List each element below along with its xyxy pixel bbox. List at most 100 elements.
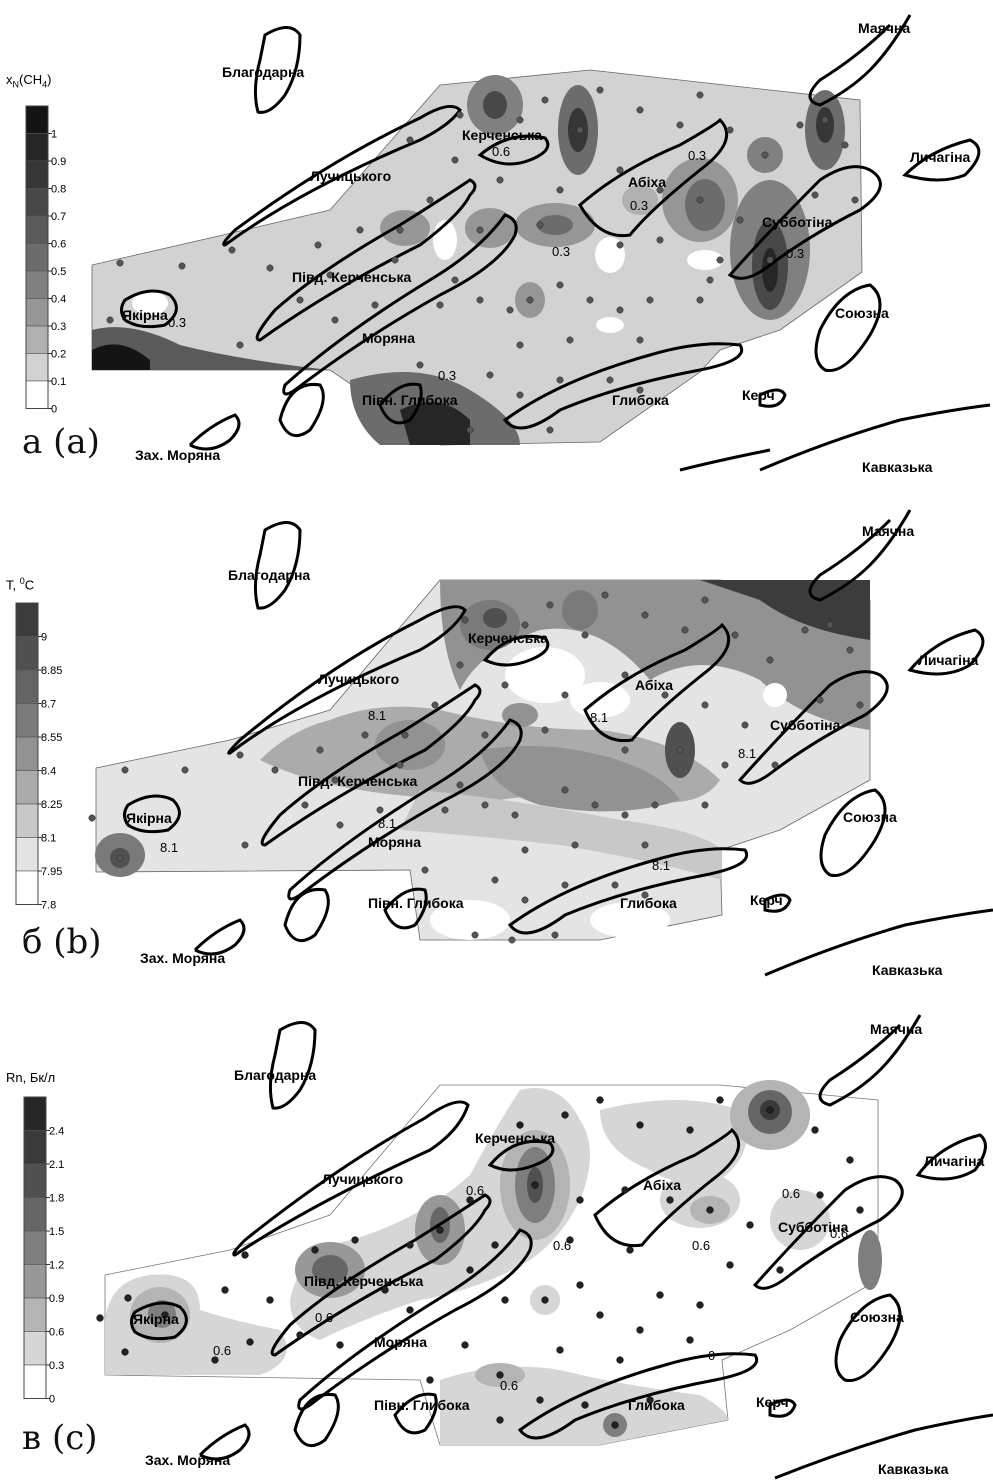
field-label-abikha: Абіха xyxy=(643,1177,681,1193)
field-label-mayachna: Маячна xyxy=(870,1021,922,1037)
field-label-mayachna: Маячна xyxy=(858,20,910,36)
field-label-kerch: Керч xyxy=(756,1394,789,1410)
legend-swatch xyxy=(24,1131,46,1165)
field-label-blagodarna: Благодарна xyxy=(222,64,304,80)
legend-tick-label: 0.3 xyxy=(51,321,66,333)
field-label-moryana: Моряна xyxy=(374,1334,427,1350)
legend-swatch xyxy=(24,1097,46,1131)
field-label-soyuzna: Союзна xyxy=(835,305,889,321)
map-b-svg: 9 8.85 8.7 8.55 8.4 8.25 8.1 7.95 7.8 xyxy=(0,500,993,985)
field-label-blagodarna: Благодарна xyxy=(234,1067,316,1083)
contour-label: 0.3 xyxy=(630,198,648,213)
field-label-soyuzna: Союзна xyxy=(850,1309,904,1325)
contour-label: 0.6 xyxy=(213,1343,231,1358)
panel-label-b: б (b) xyxy=(22,922,102,962)
field-label-kerch: Керч xyxy=(750,892,783,908)
field-label-lychagina: Личагіна xyxy=(910,149,971,165)
field-label-subbotina: Субботіна xyxy=(770,717,841,733)
field-label-abikha: Абіха xyxy=(635,677,673,693)
field-label-pivd-kerchenska: Півд. Керченська xyxy=(298,773,418,789)
field-label-pivn-hlyboka: Півн. Глибока xyxy=(368,895,464,911)
legend-tick-label: 0.1 xyxy=(51,376,66,388)
legend-swatch xyxy=(16,838,38,872)
legend-tick-label: 8.55 xyxy=(41,732,62,744)
field-label-zakh-moryana: Зах. Моряна xyxy=(140,950,225,966)
field-label-mayachna: Маячна xyxy=(862,523,914,539)
legend-tick-label: 7.8 xyxy=(41,900,56,912)
panel-label-c: в (c) xyxy=(22,1418,98,1458)
legend-tick-label: 0.9 xyxy=(49,1293,64,1305)
legend-swatch xyxy=(26,216,48,244)
legend-swatch xyxy=(26,189,48,217)
map-c-svg: 2.4 2.1 1.8 1.5 1.2 0.9 0.6 0.3 0 xyxy=(0,1000,993,1481)
legend-swatch xyxy=(16,670,38,704)
field-label-kerchenska: Керченська xyxy=(462,127,542,143)
legend-swatch xyxy=(26,271,48,299)
field-label-moryana: Моряна xyxy=(362,330,415,346)
legend-swatch xyxy=(24,1231,46,1265)
legend-tick-label: 8.7 xyxy=(41,699,56,711)
legend-tick-label: 1.8 xyxy=(49,1193,64,1205)
field-label-zakh-moryana: Зах. Моряна xyxy=(135,447,220,463)
contour-label: 8.1 xyxy=(368,708,386,723)
legend-tick-label: 2.1 xyxy=(49,1159,64,1171)
field-label-hlyboka: Глибока xyxy=(612,392,669,408)
legend-tick-label: 0.2 xyxy=(51,349,66,361)
legend-swatch xyxy=(24,1198,46,1232)
legend-tick-label: 0.6 xyxy=(51,239,66,251)
field-label-subbotina: Субботіна xyxy=(778,1219,849,1235)
contour-label: 8.1 xyxy=(652,858,670,873)
legend-tick-label: 0.3 xyxy=(49,1360,64,1372)
field-label-kerchenska: Керченська xyxy=(468,630,548,646)
contour-label: 0.3 xyxy=(168,315,186,330)
contour-label: 0.6 xyxy=(692,1238,710,1253)
field-label-kerchenska: Керченська xyxy=(475,1130,555,1146)
contour-label: 0.6 xyxy=(315,1310,333,1325)
contour-label: 0.6 xyxy=(782,1186,800,1201)
legend-tick-label: 7.95 xyxy=(41,866,62,878)
legend-swatch xyxy=(26,381,48,409)
legend-tick-label: 2.4 xyxy=(49,1126,64,1138)
legend-swatch xyxy=(26,244,48,272)
legend-swatch xyxy=(16,871,38,905)
legend-tick-label: 0.7 xyxy=(51,211,66,223)
field-label-kavkazka: Кавказька xyxy=(878,1461,949,1477)
legend-swatch xyxy=(26,326,48,354)
legend-tick-label: 0.6 xyxy=(49,1327,64,1339)
map-panel-a: xN(CH4) 1 0.9 0.8 0.7 0.6 0.5 0.4 0.3 0.2 0.1 0 xyxy=(0,0,993,485)
contour-label: 0.6 xyxy=(466,1183,484,1198)
legend-swatch xyxy=(16,771,38,805)
field-label-luchytskogo: Лучицького xyxy=(310,168,391,184)
field-label-lychagina: Личагіна xyxy=(918,652,979,668)
panel-label-a: а (a) xyxy=(22,422,100,462)
legend-tick-label: 8.25 xyxy=(41,799,62,811)
field-label-pivd-kerchenska: Півд. Керченська xyxy=(304,1273,424,1289)
legend-tick-label: 0.9 xyxy=(51,156,66,168)
field-label-abikha: Абіха xyxy=(628,174,666,190)
legend-swatch xyxy=(26,161,48,189)
color-legend: 2.42.11.81.51.20.90.60.30 xyxy=(24,1097,64,1406)
legend-tick-label: 9 xyxy=(41,632,47,644)
legend-tick-label: 8.85 xyxy=(41,665,62,677)
field-label-luchytskogo: Лучицького xyxy=(322,1171,403,1187)
legend-tick-label: 0.5 xyxy=(51,266,66,278)
map-panel-b: T, 0C 9 8.85 8.7 8.55 8.4 8.25 8.1 7.95 7.8 xyxy=(0,500,993,985)
field-label-kerch: Керч xyxy=(742,387,775,403)
legend-swatch xyxy=(26,106,48,134)
field-label-luchytskogo: Лучицького xyxy=(318,671,399,687)
color-legend: 9 8.85 8.7 8.55 8.4 8.25 8.1 7.95 7.8 xyxy=(16,603,62,912)
field-label-yakirna: Якірна xyxy=(122,307,168,323)
field-label-kavkazka: Кавказька xyxy=(872,962,943,978)
field-label-pivn-hlyboka: Півн. Глибока xyxy=(362,392,458,408)
legend-tick-label: 8.1 xyxy=(41,833,56,845)
legend-swatch xyxy=(24,1332,46,1366)
field-label-blagodarna: Благодарна xyxy=(228,567,310,583)
field-label-lychagina: Личагіна xyxy=(924,1153,985,1169)
color-legend: 10.90.80.70.60.50.40.30.20.10 xyxy=(26,106,66,416)
legend-swatch xyxy=(24,1164,46,1198)
contour-label: 0 xyxy=(708,1348,715,1363)
legend-tick-label: 1.2 xyxy=(49,1260,64,1272)
contour-label: 0.6 xyxy=(500,1378,518,1393)
legend-swatch xyxy=(24,1265,46,1299)
contour-label: 0.3 xyxy=(688,148,706,163)
